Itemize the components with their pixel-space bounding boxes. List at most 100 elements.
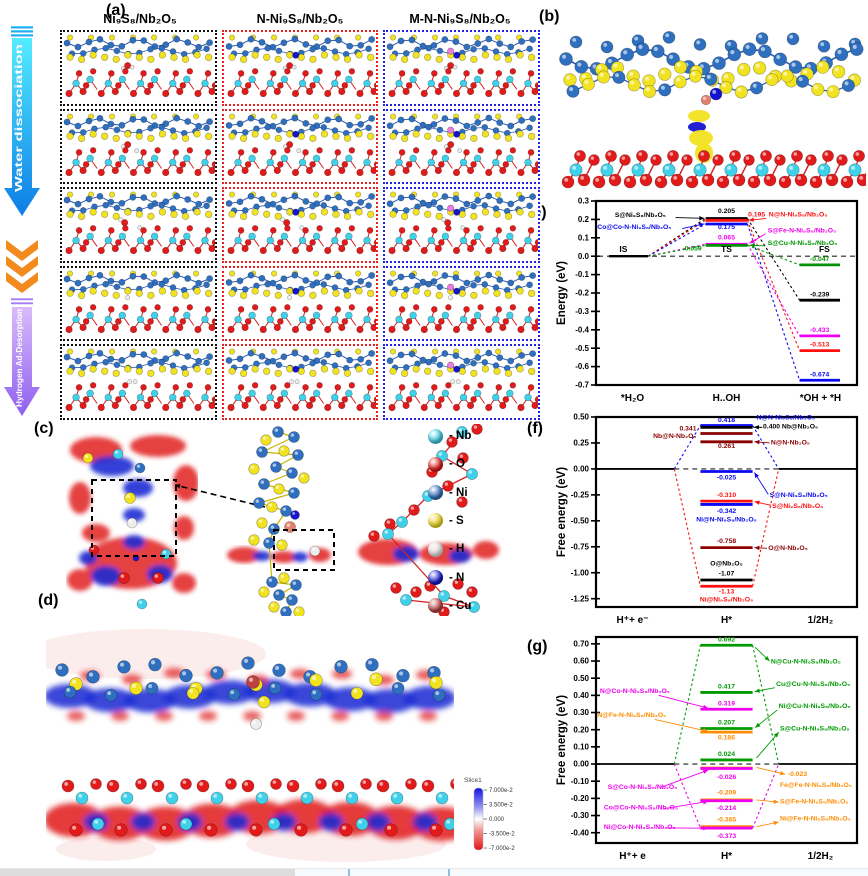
svg-text:0.00: 0.00	[573, 465, 589, 474]
panel-label-f: (f)	[527, 420, 543, 437]
svg-text:0.341: 0.341	[679, 425, 696, 432]
charge-density-slice-wide	[26, 624, 472, 864]
svg-text:0.10: 0.10	[573, 742, 589, 751]
svg-text:-0.025: -0.025	[717, 474, 736, 481]
legend-label: - Cu	[449, 599, 472, 612]
svg-text:-0.40: -0.40	[571, 828, 590, 837]
svg-text:-0.365: -0.365	[717, 817, 736, 824]
structure-cell-r2c3	[383, 108, 540, 185]
svg-text:N@Fe-N-Ni₉S₈/Nb₂O₅: N@Fe-N-Ni₉S₈/Nb₂O₅	[597, 712, 666, 719]
svg-text:IS: IS	[619, 244, 627, 254]
legend-item-ni: - Ni	[428, 483, 514, 503]
panel-label-g: (g)	[527, 638, 548, 655]
structure-cell-r1c3	[383, 30, 540, 106]
svg-text:H..OH: H..OH	[713, 393, 741, 404]
svg-text:-1.00: -1.00	[571, 568, 590, 577]
svg-text:-0.3: -0.3	[575, 307, 589, 316]
svg-text:TS: TS	[721, 244, 732, 254]
svg-text:H⁺+ e⁻: H⁺+ e⁻	[617, 615, 649, 626]
svg-text:0.2: 0.2	[578, 215, 590, 224]
svg-text:Ni@Co-N-Ni₉S₈/Nb₂O₅: Ni@Co-N-Ni₉S₈/Nb₂O₅	[604, 824, 676, 831]
svg-text:-0.5: -0.5	[575, 344, 589, 353]
structure-cell-r3c3	[383, 187, 540, 263]
charge-density-slice-left	[66, 428, 199, 613]
svg-text:0.186: 0.186	[718, 735, 735, 742]
svg-text:0.207: 0.207	[718, 720, 735, 727]
svg-text:7.000e-2: 7.000e-2	[489, 788, 513, 794]
svg-text:-0.239: -0.239	[810, 291, 829, 298]
svg-text:-0.4: -0.4	[575, 325, 589, 334]
svg-text:O@Nb₂O₅: O@Nb₂O₅	[710, 560, 742, 567]
svg-text:S@Fe-N-Ni₉S₈/Nb₂O₅: S@Fe-N-Ni₉S₈/Nb₂O₅	[768, 228, 836, 235]
free-energy-diagram-panel-f: 0.50 0.25 0.00 -0.25 -0.50 -0.75 -1.00 -1.25 Fre…	[554, 412, 866, 632]
svg-text:-0.30: -0.30	[571, 811, 590, 820]
svg-text:-0.6: -0.6	[575, 362, 589, 371]
svg-text:N@Cu-N-Ni₉S₈/Nb₂O₅: N@Cu-N-Ni₉S₈/Nb₂O₅	[771, 659, 841, 666]
atom-legend: - Nb - O - Ni - S - H - N - Cu	[428, 424, 514, 618]
svg-text:3.500e-2: 3.500e-2	[489, 803, 513, 809]
svg-text:0.024: 0.024	[718, 751, 735, 758]
structure-cell-r1c2	[221, 30, 379, 106]
svg-text:Co@Co-N-Ni₉S₈/Nb₂O₅: Co@Co-N-Ni₉S₈/Nb₂O₅	[604, 805, 678, 812]
legend-label: - Nb	[449, 430, 472, 442]
svg-text:0.50: 0.50	[573, 413, 589, 422]
atom-ball-icon	[428, 456, 443, 472]
svg-text:Co@Co-N-Ni₉S₈/Nb₂O₅: Co@Co-N-Ni₉S₈/Nb₂O₅	[597, 224, 671, 231]
column-title-m-n-ni9s8: M-N-Ni₉S₈/Nb₂O₅	[409, 12, 511, 26]
structure-side-view	[224, 424, 338, 618]
svg-text:Ni@Fe-N-Ni₉S₈/Nb₂O₅: Ni@Fe-N-Ni₉S₈/Nb₂O₅	[780, 816, 851, 823]
svg-text:0.195: 0.195	[748, 212, 765, 219]
svg-text:-0.214: -0.214	[717, 805, 736, 812]
column-title-n-ni9s8: N-Ni₉S₈/Nb₂O₅	[256, 12, 344, 26]
legend-item-h: - H	[428, 539, 514, 559]
hydrogen-ad-desorption-label: Hydrogen Ad-Desorption	[14, 309, 24, 407]
svg-text:H⁺+ e: H⁺+ e	[619, 851, 646, 862]
svg-text:0.065: 0.065	[718, 235, 735, 242]
atom-ball-icon	[428, 485, 443, 501]
svg-text:0.25: 0.25	[573, 439, 589, 448]
svg-text:0.70: 0.70	[573, 639, 589, 648]
svg-text:0.418: 0.418	[718, 417, 735, 424]
svg-text:-3.500e-2: -3.500e-2	[489, 832, 515, 838]
panel-label-c: (c)	[34, 420, 54, 437]
panel-label-a: (a)	[106, 2, 126, 19]
energy-diagram-panel-e: 0.3 0.2 0.1 0.0 -0.1 -0.2 -0.3 -0.4 -0.5 -0.6 -0.7…	[554, 196, 866, 410]
legend-label: - Ni	[449, 486, 468, 499]
structure-cell-r5c2	[221, 344, 379, 420]
legend-item-nb: - Nb	[428, 426, 514, 446]
svg-text:S@Ni₉S₈/Nb₂O₅: S@Ni₉S₈/Nb₂O₅	[772, 503, 823, 510]
scrollbar-thumb[interactable]	[0, 869, 295, 876]
horizontal-scrollbar[interactable]	[0, 868, 868, 876]
svg-text:0.0: 0.0	[578, 252, 590, 261]
svg-text:H*: H*	[721, 615, 732, 626]
svg-text:-0.342: -0.342	[717, 508, 736, 515]
svg-text:1/2H₂: 1/2H₂	[808, 615, 834, 626]
svg-text:N@N-Ni₉S₈/Nb₂O₅: N@N-Ni₉S₈/Nb₂O₅	[769, 212, 828, 219]
svg-text:0.692: 0.692	[718, 636, 735, 643]
svg-text:Fe@Fe-N-Ni₉S₈/Nb₂O₅: Fe@Fe-N-Ni₉S₈/Nb₂O₅	[780, 782, 852, 789]
svg-text:0.40: 0.40	[573, 691, 589, 700]
svg-text:S@Cu-N-Ni₉S₈/Nb₂O₅: S@Cu-N-Ni₉S₈/Nb₂O₅	[768, 240, 838, 247]
free-energy-diagram-panel-g: 0.70 0.60 0.50 0.40 0.30 0.20 0.10 0.00 -0.10 -0.…	[554, 632, 866, 868]
svg-text:0.00: 0.00	[573, 760, 589, 769]
panel-label-b: (b)	[539, 8, 560, 25]
structure-cell-r3c2	[221, 187, 379, 263]
scrollbar-separator	[448, 869, 450, 876]
panel-label-d: (d)	[38, 592, 59, 609]
svg-text:0.000: 0.000	[489, 817, 505, 823]
legend-item-cu: - Cu	[428, 596, 514, 616]
svg-text:-0.1: -0.1	[575, 270, 589, 279]
svg-text:-0.20: -0.20	[571, 794, 590, 803]
svg-text:1/2H₂: 1/2H₂	[808, 851, 834, 862]
legend-item-o: - O	[428, 454, 514, 474]
svg-text:FS: FS	[819, 244, 830, 254]
svg-text:-1.07: -1.07	[719, 570, 735, 577]
svg-text:*OH + *H: *OH + *H	[800, 393, 841, 404]
svg-text:Free energy (eV): Free energy (eV)	[556, 695, 568, 785]
svg-text:Ni@Cu-N-Ni₉S₈/Nb₂O₅: Ni@Cu-N-Ni₉S₈/Nb₂O₅	[779, 703, 851, 710]
charge-structure-panel-b	[556, 14, 868, 196]
svg-text:N@N-Nb₂O₅: N@N-Nb₂O₅	[771, 440, 810, 447]
svg-text:Cu@Cu-N-Ni₉S₈/Nb₂O₅: Cu@Cu-N-Ni₉S₈/Nb₂O₅	[776, 681, 850, 688]
atom-ball-icon	[428, 570, 443, 586]
